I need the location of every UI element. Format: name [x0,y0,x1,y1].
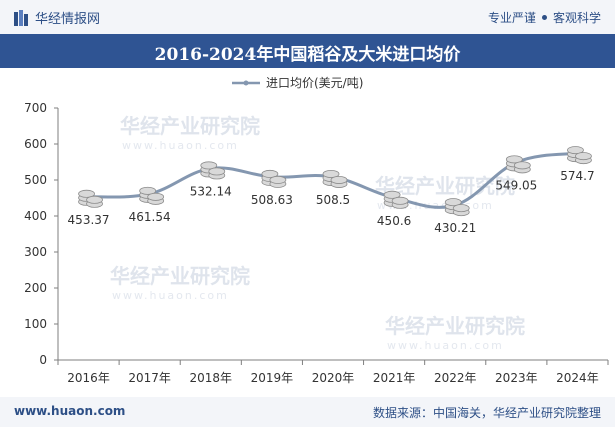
x-tick-label: 2024年 [556,371,599,385]
y-tick-label: 0 [39,353,47,367]
separator-dot-icon [541,15,547,20]
data-label: 453.37 [68,213,110,227]
y-tick-label: 600 [24,137,47,151]
coin-icon [391,196,409,205]
coin-icon [505,155,523,164]
coin-icon [78,189,95,198]
data-label: 574.7 [560,169,594,183]
coin-icon [567,146,584,155]
footer-site-link[interactable]: www.huaon.com [14,404,126,418]
coin-icon [139,186,157,195]
top-header: 华经情报网 专业严谨 客观科学 [0,0,615,34]
y-tick-label: 500 [24,173,47,187]
brand[interactable]: 华经情报网 [14,8,100,27]
watermark-url: www.huaon.com [112,289,229,302]
x-tick-label: 2023年 [495,371,538,385]
data-point-marker [444,198,470,217]
coin-icon [444,198,462,207]
x-tick-label: 2021年 [373,371,416,385]
data-point-marker [200,161,226,180]
chart-legend: 进口均价(美元/吨) [232,76,363,90]
y-tick-label: 100 [24,317,47,331]
coin-icon [330,175,348,184]
brand-logo-icon [14,9,28,26]
slogan-right: 客观科学 [552,11,601,25]
data-label: 508.5 [316,193,350,207]
data-point-marker [78,189,103,208]
footer: www.huaon.com 数据来源：中国海关，华经产业研究院整理 [0,397,615,427]
coin-icon [575,152,592,161]
x-tick-label: 2018年 [190,371,233,385]
slogan: 专业严谨 客观科学 [488,9,601,26]
data-label: 450.6 [377,214,411,228]
x-tick-label: 2016年 [67,371,110,385]
coin-markers [78,146,592,217]
y-axis: 0 100 200 300 400 500 600 700 [24,101,59,367]
data-label: 461.54 [129,210,171,224]
watermark-text: 华经产业研究院 [120,114,260,138]
coin-icon [513,161,531,170]
x-axis: 2016年 2017年 2018年 2019年 2020年 2021年 2022年 2023年… [57,359,609,385]
x-tick-label: 2017年 [128,371,171,385]
data-point-marker [567,146,592,165]
watermark-url: www.huaon.com [122,139,239,152]
chart-title: 2016-2024年中国稻谷及大米进口均价 [154,45,461,65]
data-point-marker [261,169,287,188]
y-tick-label: 200 [24,281,47,295]
data-point-marker [505,155,531,174]
y-tick-label: 300 [24,245,47,259]
coin-icon [269,175,287,184]
data-point-marker [322,169,348,188]
data-label: 430.21 [434,221,476,235]
coin-icon [383,190,401,199]
coin-icon [86,195,103,204]
watermark-text: 华经产业研究院 [110,264,250,288]
data-labels: 453.37 461.54 532.14 508.63 508.5 450.6 430.21… [68,169,595,235]
data-label: 508.63 [251,193,293,207]
brand-name: 华经情报网 [35,12,101,27]
legend-marker-icon [243,80,249,86]
coin-icon [452,204,470,213]
data-point-marker [139,186,165,205]
footer-source: 数据来源：中国海关，华经产业研究院整理 [372,406,601,420]
x-tick-label: 2022年 [434,371,477,385]
x-tick-label: 2019年 [251,371,294,385]
coin-icon [322,169,340,178]
y-tick-label: 700 [24,101,47,115]
y-tick-label: 400 [24,209,47,223]
coin-icon [147,192,165,201]
watermark-text: 华经产业研究院 [385,314,525,338]
title-bar: 2016-2024年中国稻谷及大米进口均价 [0,34,615,68]
watermark-url: www.huaon.com [387,339,504,352]
legend-label: 进口均价(美元/吨) [266,76,363,90]
coin-icon [208,167,226,176]
slogan-left: 专业严谨 [487,11,536,25]
data-label: 549.05 [495,178,537,192]
data-point-marker [383,190,409,209]
line-chart: 华经产业研究院www.huaon.com华经产业研究院www.huaon.com… [24,76,609,385]
data-label: 532.14 [190,184,232,198]
x-tick-label: 2020年 [312,371,355,385]
coin-icon [261,169,279,178]
coin-icon [200,161,218,170]
